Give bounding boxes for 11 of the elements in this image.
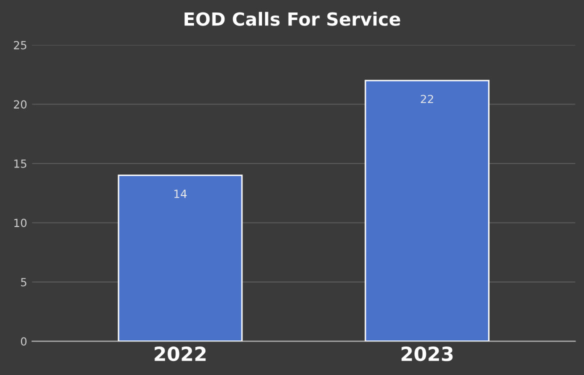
y-tick-label: 25 (14, 40, 26, 50)
y-tick-label: 20 (14, 100, 27, 109)
data-label: 14 (174, 190, 187, 198)
x-tick-label: 2023 (402, 346, 453, 362)
y-tick-label: 5 (21, 278, 26, 286)
y-tick-label: 0 (20, 337, 27, 346)
data-label: 22 (420, 94, 434, 104)
y-tick-label: 10 (14, 218, 27, 228)
x-tick-label: 2022 (154, 346, 206, 362)
chart-title: EOD Calls For Service (184, 12, 400, 26)
y-tick-label: 15 (14, 160, 26, 168)
